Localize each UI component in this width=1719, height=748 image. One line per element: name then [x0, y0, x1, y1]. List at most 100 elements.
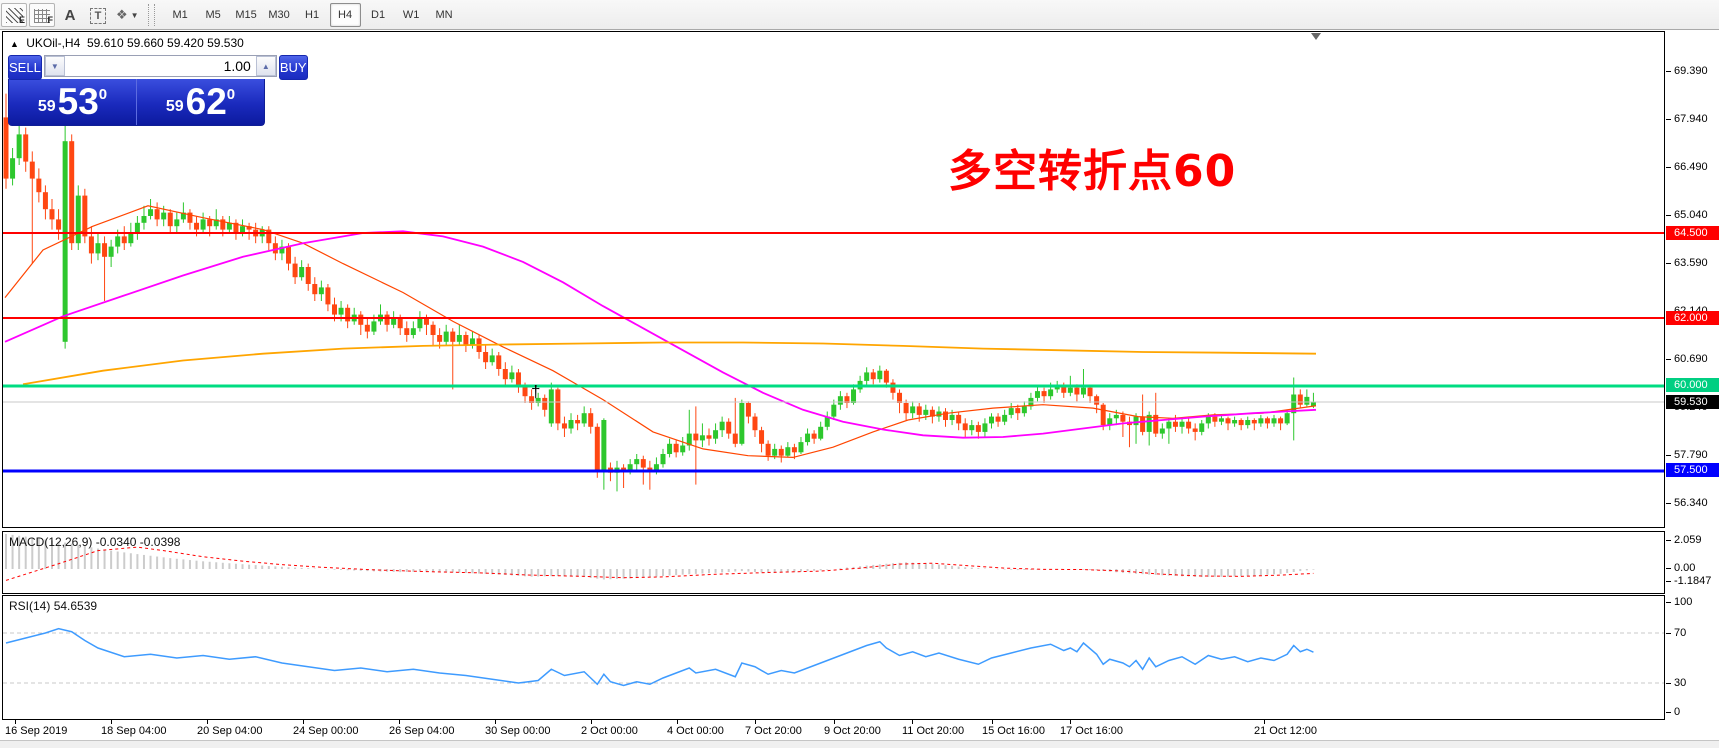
date-tick-label: 26 Sep 04:00	[389, 725, 455, 737]
axis-tick-mark	[1666, 455, 1671, 456]
toolbar: E F A T ❖ ▼ M1 M5 M15 M30 H1 H4 D1 W1 MN	[0, 0, 1719, 30]
chart-title: ▲ UKOil-,H4 59.610 59.660 59.420 59.530	[10, 36, 244, 50]
ohlc-high: 59.660	[127, 36, 164, 50]
pattern-e-button[interactable]: E	[1, 2, 27, 27]
axis-tick-label: 65.040	[1674, 209, 1708, 221]
axis-tick-label: 2.059	[1674, 534, 1702, 546]
chart-shift-marker[interactable]	[1311, 33, 1321, 40]
styler-button[interactable]: ❖ ▼	[113, 3, 142, 27]
rsi-label: RSI(14) 54.6539	[9, 599, 97, 613]
date-tick-label: 21 Oct 12:00	[1254, 725, 1317, 737]
date-tick-label: 20 Sep 04:00	[197, 725, 263, 737]
date-tick-mark	[15, 720, 16, 724]
date-axis[interactable]: 16 Sep 2019 18 Sep 04:00 20 Sep 04:00 24 Se…	[2, 720, 1665, 740]
date-tick-label: 30 Sep 00:00	[485, 725, 551, 737]
pattern-e-label: E	[18, 14, 25, 25]
rsi-panel[interactable]: RSI(14) 54.6539	[2, 595, 1665, 720]
timeframe-m1[interactable]: M1	[172, 8, 188, 21]
price-level-badge: 62.000	[1666, 311, 1719, 325]
timeframe-d1[interactable]: D1	[371, 8, 386, 21]
text-tool-button[interactable]: A	[57, 3, 83, 27]
buy-price-display[interactable]: 59 62 0	[137, 79, 264, 125]
date-tick-mark	[207, 720, 208, 724]
macd-title: MACD(12,26,9)	[9, 535, 93, 549]
date-tick-label: 11 Oct 20:00	[902, 725, 965, 737]
date-tick-label: 7 Oct 20:00	[745, 725, 802, 737]
dagger-marker: †	[531, 382, 541, 401]
date-tick-label: 18 Sep 04:00	[101, 725, 167, 737]
date-tick-mark	[912, 720, 913, 724]
axis-tick-mark	[1666, 633, 1671, 634]
axis-tick-mark	[1666, 119, 1671, 120]
macd-label: MACD(12,26,9) -0.0340 -0.0398	[9, 535, 180, 549]
macd-chart	[5, 534, 1315, 581]
date-tick-mark	[677, 720, 678, 724]
date-tick-label: 9 Oct 20:00	[824, 725, 881, 737]
timeframe-m30[interactable]: M30	[268, 8, 290, 21]
price-level-badge: 60.000	[1666, 378, 1719, 392]
date-tick-label: 15 Oct 16:00	[982, 725, 1045, 737]
rsi-title: RSI(14)	[9, 599, 51, 613]
axis-tick-label: 100	[1674, 596, 1693, 608]
volume-decrease-button[interactable]: ▼	[44, 56, 65, 76]
timeframe-h4[interactable]: H4	[329, 2, 361, 27]
axis-tick-label: 56.340	[1674, 497, 1708, 509]
label-tool-button[interactable]: T	[85, 3, 111, 27]
date-tick-mark	[591, 720, 592, 724]
axis-tick-mark	[1666, 540, 1671, 541]
axis-tick-label: 70	[1674, 627, 1687, 639]
timeframe-w1[interactable]: W1	[402, 8, 420, 21]
price-level-badge: 64.500	[1666, 226, 1719, 240]
price-axis[interactable]: 69.39067.94066.49065.04063.59062.14060.6…	[1666, 31, 1719, 740]
hatch-pattern-icon	[5, 7, 23, 23]
sell-price-display[interactable]: 59 53 0	[9, 79, 137, 125]
symbol-label: UKOil-,H4	[26, 36, 81, 50]
collapse-arrow-icon[interactable]: ▲	[10, 39, 19, 49]
candlestick-chart	[3, 83, 1664, 492]
timeframe-m15[interactable]: M15	[235, 8, 257, 21]
styler-icon: ❖	[116, 6, 128, 22]
axis-tick-mark	[1666, 581, 1671, 582]
axis-tick-mark	[1666, 359, 1671, 360]
date-tick-mark	[992, 720, 993, 724]
axis-tick-mark	[1666, 215, 1671, 216]
buy-price-sup: 0	[226, 85, 236, 103]
axis-tick-label: 69.390	[1674, 65, 1708, 77]
sell-price-small: 59	[37, 98, 56, 115]
axis-tick-label: 30	[1674, 677, 1687, 689]
timeframe-h1[interactable]: H1	[305, 8, 320, 21]
price-chart-panel[interactable]: ▲ UKOil-,H4 59.610 59.660 59.420 59.530 …	[2, 31, 1665, 528]
date-tick-mark	[303, 720, 304, 724]
sell-price-big: 53	[57, 81, 99, 122]
buy-button[interactable]: BUY	[278, 55, 308, 80]
ohlc-open: 59.610	[86, 36, 124, 50]
timeframe-m5[interactable]: M5	[205, 8, 221, 21]
axis-tick-label: 66.490	[1674, 161, 1708, 173]
date-tick-mark	[1264, 720, 1265, 724]
grid-f-button[interactable]: F	[29, 2, 55, 27]
axis-tick-label: 57.790	[1674, 449, 1708, 461]
volume-input[interactable]	[64, 56, 256, 76]
chart-annotation-text: 多空转折点60	[948, 146, 1237, 197]
timeframe-mn[interactable]: MN	[435, 8, 453, 21]
date-tick-label: 16 Sep 2019	[5, 725, 68, 737]
rsi-value: 54.6539	[53, 599, 98, 613]
axis-tick-label: 67.940	[1674, 113, 1708, 125]
axis-tick-label: 63.590	[1674, 257, 1708, 269]
buy-price-small: 59	[165, 98, 184, 115]
axis-tick-label: -1.1847	[1674, 575, 1712, 587]
axis-tick-mark	[1666, 712, 1671, 713]
date-tick-mark	[1070, 720, 1071, 724]
grid-pattern-icon	[34, 8, 50, 23]
toolbar-separator	[147, 3, 155, 26]
date-tick-label: 2 Oct 00:00	[581, 725, 638, 737]
volume-increase-button[interactable]: ▲	[255, 56, 276, 76]
sell-button[interactable]: SELL	[8, 55, 42, 80]
macd-panel[interactable]: MACD(12,26,9) -0.0340 -0.0398	[2, 531, 1665, 594]
ohlc-low: 59.420	[167, 36, 204, 50]
label-t-icon: T	[90, 7, 106, 24]
macd-value-signal: -0.0398	[139, 535, 181, 549]
date-tick-label: 4 Oct 00:00	[667, 725, 724, 737]
axis-tick-mark	[1666, 263, 1671, 264]
axis-tick-label: 0	[1674, 706, 1681, 718]
